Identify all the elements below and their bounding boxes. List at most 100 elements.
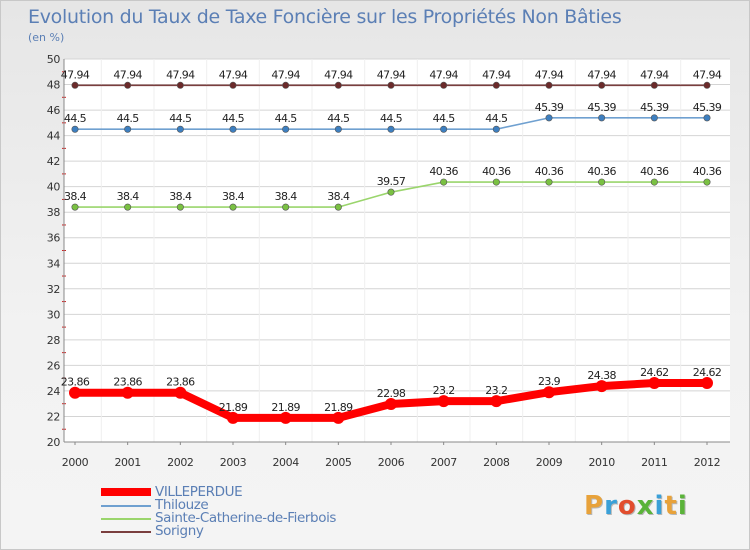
data-point <box>650 81 658 89</box>
legend-label: Thilouze <box>155 497 209 513</box>
y-tick-label: 46 <box>47 104 61 117</box>
y-tick-label: 32 <box>47 283 60 296</box>
data-point <box>124 203 132 211</box>
data-point <box>71 81 79 89</box>
data-label: 45.39 <box>587 101 616 114</box>
series-villeperdue: 23.86 23.86 23.86 21.89 21.89 21.89 22.98 23.2 2… <box>61 366 722 424</box>
data-point <box>229 203 237 211</box>
data-label: 23.86 <box>113 376 142 389</box>
data-point <box>334 203 342 211</box>
series-thilouze: 44.5 44.5 44.5 44.5 44.5 44.5 44.5 44.5 44.5 45.3… <box>64 101 722 133</box>
x-tick-label: 2010 <box>588 456 615 469</box>
y-tick-label: 30 <box>47 308 61 321</box>
y-tick-label: 28 <box>47 334 61 347</box>
data-point <box>174 386 187 399</box>
data-point <box>595 380 608 393</box>
data-point <box>176 81 184 89</box>
x-tick-label: 2003 <box>220 456 247 469</box>
x-tick-label: 2000 <box>62 456 89 469</box>
y-tick-label: 26 <box>47 359 61 372</box>
data-label: 23.2 <box>433 384 455 397</box>
x-tick-label: 2012 <box>694 456 720 469</box>
legend-swatch <box>101 488 151 496</box>
y-tick-label: 44 <box>47 130 61 143</box>
legend-swatch <box>101 518 151 520</box>
data-point <box>598 81 606 89</box>
plot-area <box>64 59 730 442</box>
data-label: 24.62 <box>693 366 722 379</box>
data-point <box>598 114 606 122</box>
data-point <box>543 386 555 399</box>
data-label: 44.5 <box>117 112 140 125</box>
data-point <box>229 81 237 89</box>
data-point <box>387 125 395 133</box>
data-label: 21.89 <box>219 401 248 414</box>
logo-letter: x <box>636 491 655 521</box>
legend-swatch <box>101 505 151 507</box>
data-label: 38.4 <box>275 190 298 203</box>
data-point <box>227 411 239 424</box>
data-point <box>440 178 448 186</box>
data-point <box>69 386 81 399</box>
data-label: 24.38 <box>587 369 616 382</box>
data-point <box>545 81 553 89</box>
logo-letter: t <box>664 491 678 521</box>
data-point <box>176 203 184 211</box>
data-label: 47.94 <box>429 68 458 81</box>
x-tick-label: 2011 <box>641 456 667 469</box>
x-tick-label: 2009 <box>536 456 563 469</box>
y-tick-label: 38 <box>47 206 61 219</box>
data-point <box>71 203 79 211</box>
data-point <box>545 178 553 186</box>
data-label: 23.86 <box>61 376 90 389</box>
data-point <box>492 125 500 133</box>
data-point <box>437 395 450 408</box>
data-point <box>334 125 342 133</box>
data-label: 40.36 <box>429 165 458 178</box>
data-label: 47.94 <box>61 68 90 81</box>
data-label: 47.94 <box>587 68 616 81</box>
data-label: 40.36 <box>693 165 722 178</box>
data-label: 40.36 <box>482 165 511 178</box>
data-point <box>545 114 553 122</box>
data-label: 23.9 <box>538 375 561 388</box>
y-tick-label: 50 <box>47 53 61 66</box>
x-tick-label: 2007 <box>430 456 457 469</box>
data-point <box>282 81 290 89</box>
x-tick-label: 2006 <box>378 456 405 469</box>
data-label: 38.4 <box>64 190 87 203</box>
data-label: 47.94 <box>219 68 248 81</box>
data-point <box>650 114 658 122</box>
data-label: 22.98 <box>377 387 406 400</box>
data-label: 47.94 <box>324 68 353 81</box>
data-point <box>387 188 395 196</box>
data-point <box>703 114 711 122</box>
y-tick-label: 24 <box>47 385 61 398</box>
legend-swatch <box>101 531 151 533</box>
data-point <box>279 411 292 424</box>
data-label: 23.2 <box>485 384 507 397</box>
data-label: 44.5 <box>380 112 403 125</box>
data-point <box>387 81 395 89</box>
data-label: 40.36 <box>535 165 564 178</box>
y-tick-label: 34 <box>47 257 61 270</box>
data-label: 38.4 <box>169 190 192 203</box>
data-label: 24.62 <box>640 366 669 379</box>
data-point <box>492 81 500 89</box>
data-label: 38.4 <box>327 190 350 203</box>
data-label: 44.5 <box>275 112 298 125</box>
data-point <box>71 125 79 133</box>
data-point <box>650 178 658 186</box>
logo-letter: P <box>584 491 605 521</box>
data-label: 47.94 <box>482 68 511 81</box>
data-label: 47.94 <box>693 68 722 81</box>
data-point <box>598 178 606 186</box>
data-label: 47.94 <box>113 68 142 81</box>
data-point <box>176 125 184 133</box>
data-label: 40.36 <box>587 165 616 178</box>
proxiti-logo: Proxiti <box>584 491 688 521</box>
data-point <box>124 125 132 133</box>
data-label: 45.39 <box>693 101 722 114</box>
